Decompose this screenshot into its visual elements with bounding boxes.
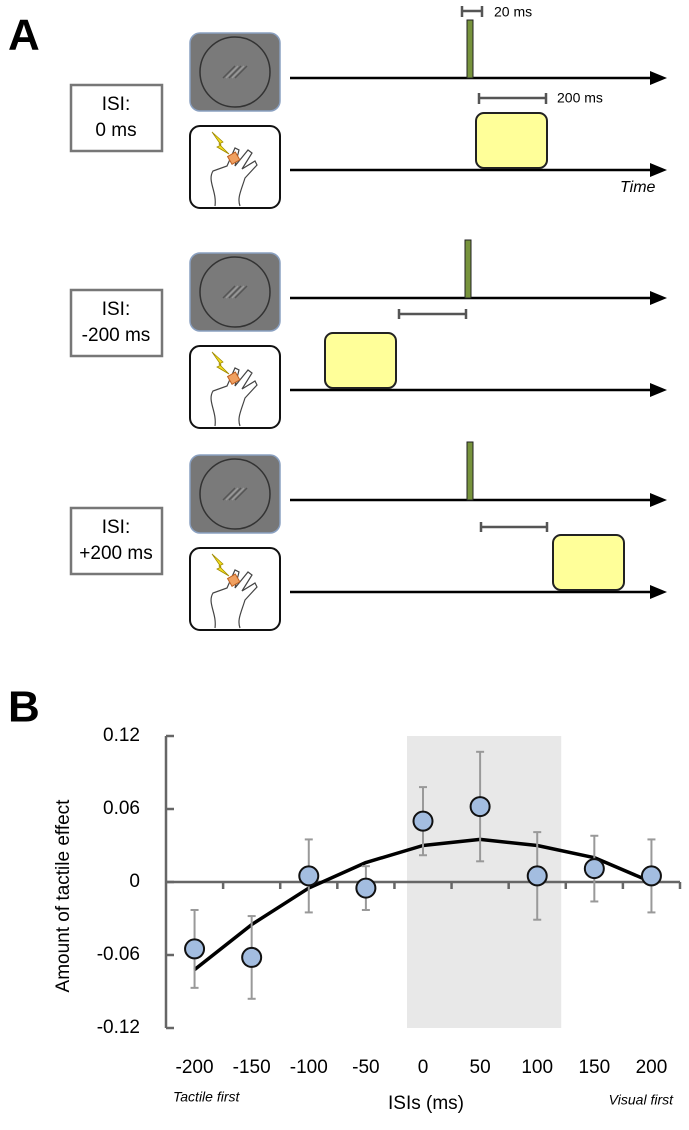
- data-point: [241, 946, 263, 968]
- gabor-stripe: [228, 65, 242, 79]
- tactile-stimulus: [475, 112, 548, 169]
- lightning: [211, 553, 230, 577]
- data-point: [583, 858, 605, 880]
- panel-label: B: [8, 683, 40, 732]
- isi-label: ISI:: [102, 299, 131, 320]
- tactile-stimulus: [324, 332, 397, 389]
- bracket: [397, 309, 468, 319]
- bracket: [479, 522, 549, 532]
- gabor-stripe: [222, 487, 236, 501]
- panel-label: A: [8, 11, 40, 60]
- arrow-head: [650, 163, 667, 177]
- data-point: [298, 865, 320, 887]
- data-point: [640, 865, 662, 887]
- visual-stimulus: [466, 441, 474, 501]
- hand: [210, 367, 258, 427]
- data-point: [526, 865, 548, 887]
- gabor-stripe: [228, 285, 242, 299]
- data-point: [184, 938, 206, 960]
- gabor-stripe: [222, 65, 236, 79]
- gabor-stripe: [225, 487, 239, 501]
- tactile-stimulus-box: [189, 547, 281, 631]
- gabor-stripe: [231, 65, 245, 79]
- x-tick-label: 200: [636, 1057, 668, 1078]
- gabor-stripe: [234, 487, 248, 501]
- stimulator: [226, 371, 241, 386]
- x-tick-label: 50: [470, 1057, 491, 1078]
- tactile-stimulus-box: [189, 125, 281, 209]
- y-tick-label: 0.06: [103, 798, 140, 819]
- gabor-stripe: [231, 285, 245, 299]
- stimulator: [226, 573, 241, 588]
- x-tick-label: -100: [290, 1057, 328, 1078]
- isi-label: -200 ms: [82, 325, 151, 346]
- arrow-head: [650, 383, 667, 397]
- y-tick-label: -0.06: [97, 944, 140, 965]
- visual-stimulus: [464, 239, 472, 299]
- arrow-head: [650, 291, 667, 305]
- x-tick-label: -150: [233, 1057, 271, 1078]
- isi-label: +200 ms: [79, 543, 152, 564]
- x-tick-label: -200: [176, 1057, 214, 1078]
- gabor-stripe: [231, 487, 245, 501]
- gabor-stripe: [234, 65, 248, 79]
- duration-label: 200 ms: [557, 90, 603, 106]
- arrow-head: [650, 71, 667, 85]
- annotation: Visual first: [609, 1092, 674, 1108]
- isi-label: ISI:: [102, 94, 131, 115]
- x-axis-title: ISIs (ms): [388, 1093, 464, 1114]
- y-axis-title: Amount of tactile effect: [53, 799, 74, 993]
- gabor-stripe: [234, 285, 248, 299]
- x-tick-label: 100: [521, 1057, 553, 1078]
- isi-box: [69, 506, 164, 576]
- gabor-stripe: [228, 487, 242, 501]
- visual-stimulus: [466, 19, 474, 79]
- isi-label: 0 ms: [95, 120, 136, 141]
- arrow-head: [650, 585, 667, 599]
- x-tick-label: 150: [578, 1057, 610, 1078]
- duration-label: 20 ms: [494, 4, 532, 20]
- y-tick-label: 0.12: [103, 725, 140, 746]
- isi-box: [69, 288, 164, 358]
- gabor-stripe: [222, 285, 236, 299]
- data-point: [412, 810, 434, 832]
- arrow-head: [650, 493, 667, 507]
- isi-box: [69, 83, 164, 153]
- annotation: Tactile first: [173, 1089, 241, 1105]
- y-tick-label: 0: [129, 871, 140, 892]
- isi-label: ISI:: [102, 517, 131, 538]
- time-label: Time: [620, 179, 656, 196]
- y-tick-label: -0.12: [97, 1017, 140, 1038]
- x-tick-label: 0: [418, 1057, 429, 1078]
- data-point: [355, 877, 377, 899]
- tactile-stimulus-box: [189, 345, 281, 429]
- bracket: [460, 6, 548, 104]
- hand: [210, 147, 258, 207]
- stimulator: [226, 151, 241, 166]
- lightning: [211, 351, 230, 375]
- gabor-stripe: [225, 65, 239, 79]
- tactile-stimulus: [552, 534, 625, 591]
- data-point: [469, 796, 491, 818]
- x-tick-label: -50: [352, 1057, 379, 1078]
- lightning: [211, 131, 230, 155]
- hand: [210, 569, 258, 629]
- gabor-stripe: [225, 285, 239, 299]
